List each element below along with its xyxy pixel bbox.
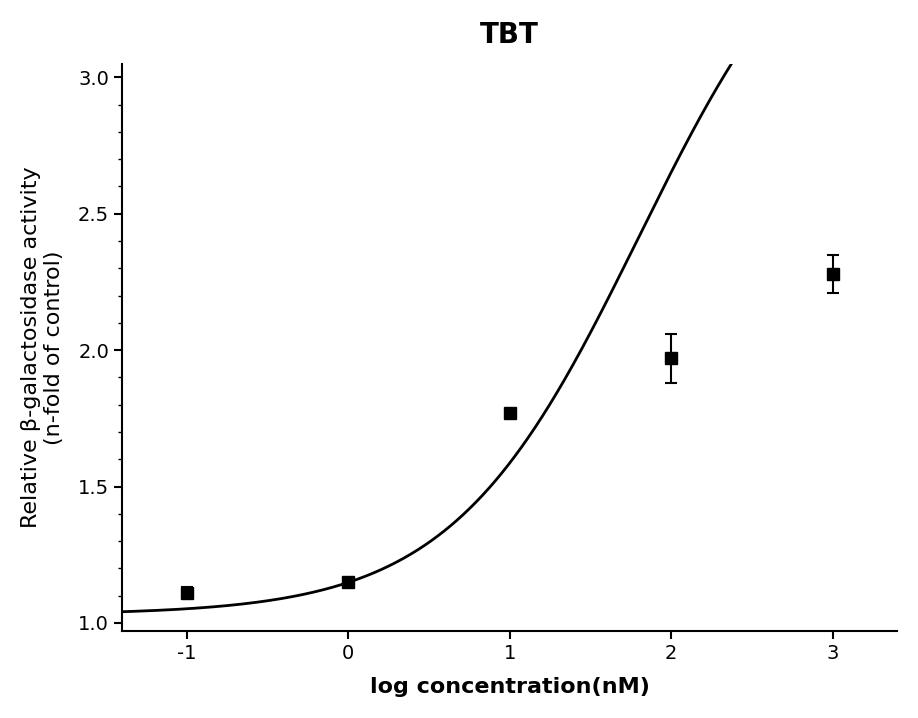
X-axis label: log concentration(nM): log concentration(nM) [370,677,650,697]
Title: TBT: TBT [480,21,539,49]
Y-axis label: Relative β-galactosidase activity
(n-fold of control): Relative β-galactosidase activity (n-fol… [21,167,64,528]
